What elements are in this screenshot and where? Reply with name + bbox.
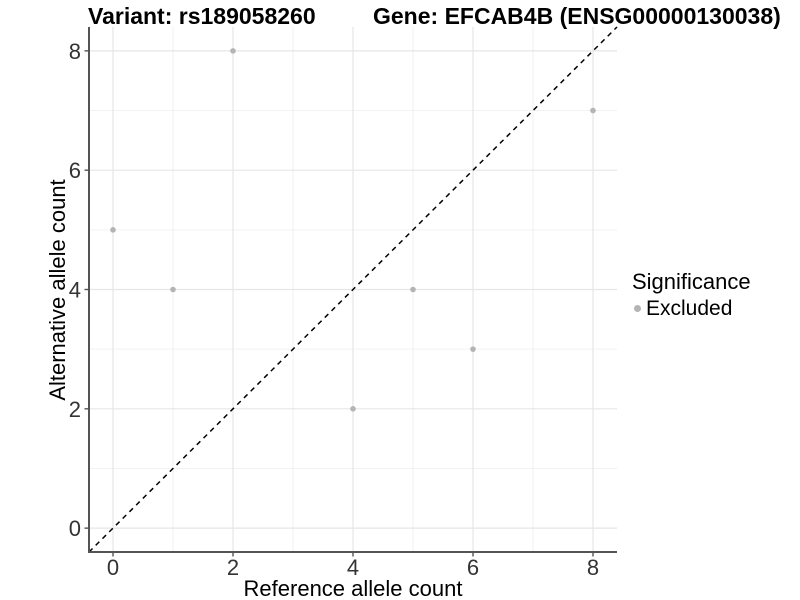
legend-point-icon <box>634 305 641 313</box>
x-tick-label: 2 <box>227 555 239 580</box>
x-tick-label: 4 <box>347 555 359 580</box>
data-point <box>470 346 476 352</box>
legend-entry-label: Excluded <box>646 297 733 321</box>
identity-line <box>88 26 618 553</box>
data-point <box>230 48 236 54</box>
data-point <box>350 406 356 412</box>
y-tick-label: 8 <box>69 39 81 64</box>
data-point <box>590 107 596 114</box>
y-tick-label: 4 <box>69 278 81 303</box>
legend-title: Significance <box>632 269 751 294</box>
data-point <box>110 227 116 233</box>
data-point <box>410 286 416 293</box>
legend: Significance Excluded <box>632 269 751 322</box>
plot-title-variant: Variant: rs189058260 <box>88 3 316 29</box>
x-axis-title: Reference allele count <box>243 576 463 600</box>
data-point <box>170 286 176 293</box>
y-tick-label: 6 <box>69 158 81 183</box>
legend-entry-excluded: Excluded <box>632 296 751 321</box>
y-tick-label: 0 <box>69 516 81 541</box>
x-tick-label: 6 <box>467 555 479 580</box>
x-tick-label: 8 <box>587 555 599 580</box>
x-tick-label: 0 <box>107 555 119 580</box>
plot-title-gene: Gene: EFCAB4B (ENSG00000130038) <box>373 3 781 29</box>
y-tick-label: 2 <box>69 397 81 422</box>
y-axis-title: Alternative allele count <box>45 179 70 401</box>
